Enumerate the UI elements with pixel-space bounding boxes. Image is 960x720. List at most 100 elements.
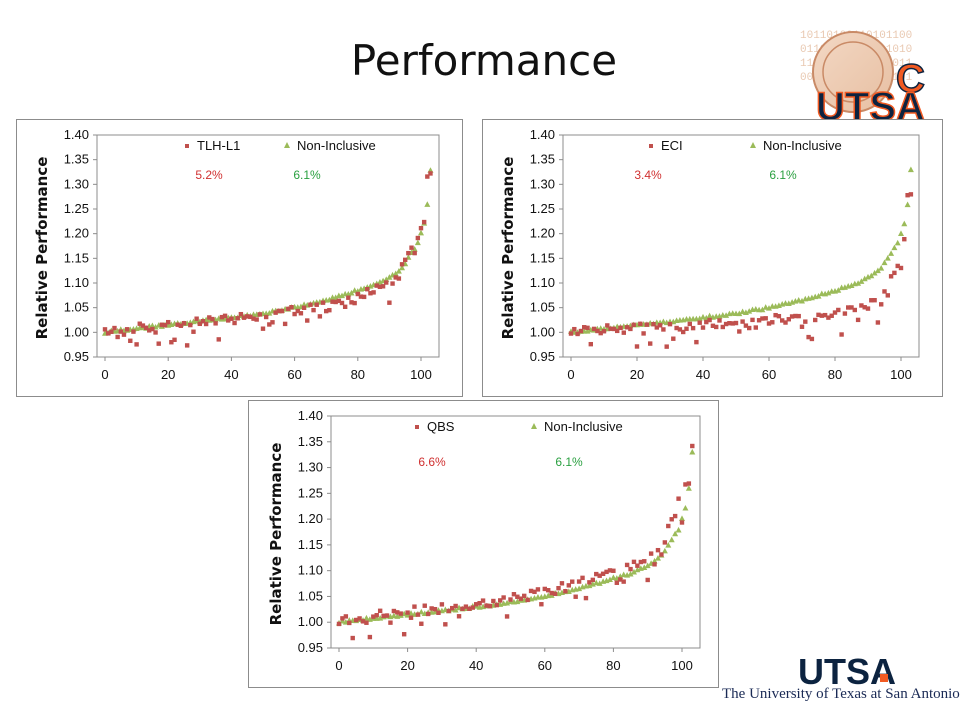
x-tick-label: 100: [671, 658, 693, 673]
data-point-qbs: [398, 611, 403, 616]
data-point-non-inclusive: [452, 606, 459, 613]
data-point-qbs: [491, 598, 496, 604]
seal-letter: C: [896, 57, 925, 101]
data-point-non-inclusive: [660, 318, 667, 325]
data-point-qbs: [432, 606, 438, 612]
data-point-eci: [872, 298, 877, 303]
data-point-tlh-l1: [295, 308, 300, 314]
y-tick-label: 1.20: [530, 226, 555, 241]
data-point-tlh-l1: [260, 326, 266, 331]
data-point-non-inclusive: [682, 504, 689, 511]
data-point-eci: [611, 326, 617, 332]
x-tick-label: 80: [606, 658, 620, 673]
data-point-tlh-l1: [169, 340, 174, 345]
data-point-qbs: [381, 613, 386, 619]
legend-marker-square: [415, 425, 419, 429]
data-point-eci: [789, 314, 795, 319]
data-point-non-inclusive: [266, 310, 273, 316]
data-point-eci: [862, 305, 867, 310]
data-point-qbs: [443, 622, 448, 627]
data-point-tlh-l1: [267, 322, 272, 327]
data-point-eci: [799, 324, 805, 329]
data-point-eci: [690, 325, 696, 331]
data-point-tlh-l1: [320, 300, 326, 305]
data-point-tlh-l1: [248, 314, 253, 320]
data-point-qbs: [460, 606, 465, 611]
data-point-non-inclusive: [339, 292, 345, 299]
data-point-tlh-l1: [175, 322, 180, 327]
data-point-eci: [704, 319, 709, 325]
data-point-non-inclusive: [596, 580, 603, 586]
series-annotation: 5.2%: [195, 168, 223, 182]
y-tick-label: 1.00: [298, 614, 323, 629]
data-point-non-inclusive: [395, 267, 402, 274]
y-tick-label: 1.25: [298, 485, 323, 500]
data-point-non-inclusive: [825, 289, 832, 296]
chart-eci-svg: 0.95 1.00 1.05 1.10 1.15 1.20 1.25 1.30 1.35 1.40…: [499, 127, 920, 382]
y-axis-label: Relative Performance: [33, 157, 51, 340]
data-point-eci: [644, 322, 650, 327]
data-point-eci: [634, 344, 640, 349]
data-point-eci: [651, 321, 656, 327]
data-point-non-inclusive: [589, 581, 596, 587]
data-point-qbs: [542, 586, 547, 592]
y-tick-label: 1.10: [64, 275, 89, 290]
data-point-tlh-l1: [384, 280, 389, 285]
data-point-qbs: [556, 585, 561, 591]
data-point-eci: [624, 325, 630, 330]
data-point-eci: [667, 321, 673, 327]
series-annotation: 6.6%: [418, 455, 446, 469]
y-tick-label: 1.30: [298, 460, 323, 475]
data-point-eci: [638, 321, 643, 327]
data-point-qbs: [494, 602, 499, 608]
data-point-qbs: [515, 594, 520, 599]
data-point-tlh-l1: [365, 286, 370, 292]
data-point-qbs: [539, 602, 544, 607]
data-point-qbs: [628, 566, 633, 572]
data-point-tlh-l1: [393, 275, 398, 280]
data-point-tlh-l1: [374, 283, 379, 288]
data-point-eci: [697, 320, 702, 325]
data-point-tlh-l1: [235, 316, 240, 321]
x-tick-label: 0: [335, 658, 342, 673]
data-point-qbs: [419, 621, 424, 626]
data-point-qbs: [508, 597, 513, 602]
data-point-qbs: [683, 482, 688, 487]
data-point-qbs: [525, 597, 530, 603]
data-point-eci: [657, 323, 663, 328]
data-point-eci: [819, 313, 824, 318]
data-point-non-inclusive: [411, 246, 418, 252]
data-point-tlh-l1: [128, 338, 133, 343]
data-point-tlh-l1: [140, 323, 146, 328]
data-point-non-inclusive: [775, 302, 782, 309]
data-point-qbs: [528, 588, 534, 594]
data-point-tlh-l1: [229, 316, 234, 321]
data-point-tlh-l1: [377, 284, 383, 290]
footer-utsa-logo: UTSA: [798, 652, 896, 692]
data-point-qbs: [546, 588, 551, 593]
data-point-tlh-l1: [396, 276, 402, 281]
data-point-non-inclusive: [644, 562, 651, 569]
data-point-qbs: [350, 635, 355, 641]
data-point-eci: [786, 317, 791, 322]
data-point-eci: [842, 311, 848, 316]
data-point-qbs: [384, 613, 390, 618]
data-point-tlh-l1: [406, 250, 411, 256]
data-point-eci: [595, 328, 600, 334]
data-point-non-inclusive: [630, 568, 637, 575]
data-point-tlh-l1: [200, 318, 206, 324]
data-point-eci: [809, 336, 815, 342]
data-point-non-inclusive: [390, 612, 397, 619]
data-point-tlh-l1: [105, 331, 111, 336]
data-point-qbs: [570, 579, 575, 584]
data-point-tlh-l1: [178, 323, 184, 328]
data-point-qbs: [607, 568, 613, 573]
data-point-tlh-l1: [115, 334, 120, 340]
data-point-non-inclusive: [736, 310, 743, 317]
data-point-qbs: [532, 589, 537, 595]
data-point-eci: [588, 341, 593, 347]
data-point-eci: [902, 236, 907, 242]
data-point-tlh-l1: [421, 219, 427, 225]
x-tick-label: 60: [287, 367, 301, 382]
data-point-eci: [783, 320, 788, 325]
